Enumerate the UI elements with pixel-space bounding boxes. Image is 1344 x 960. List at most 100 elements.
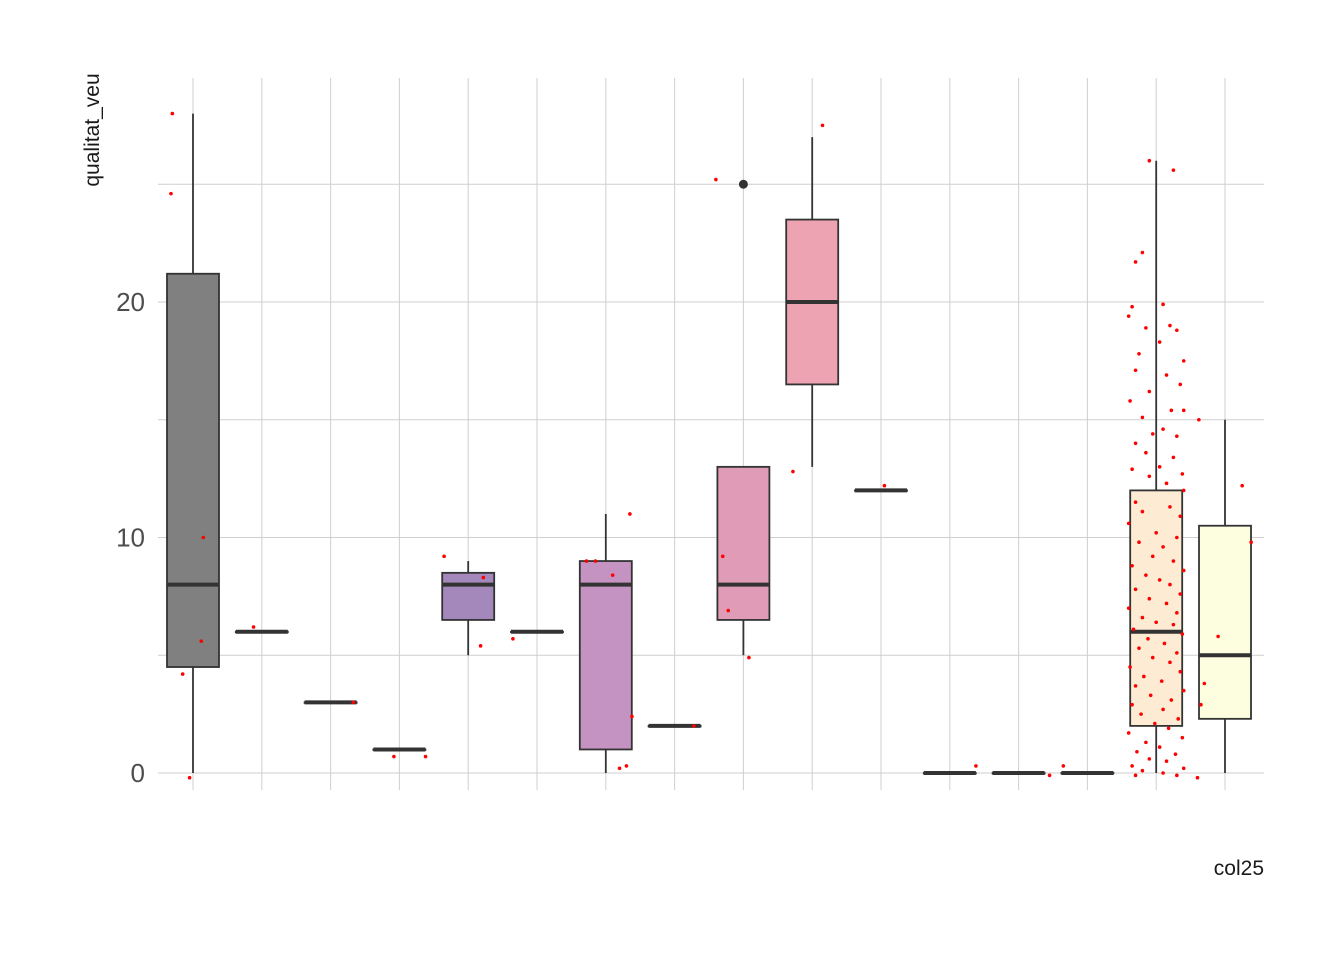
jitter-point [1130,467,1134,472]
jitter-point [1126,731,1131,735]
jitter-point [1168,505,1172,509]
jitter-point [1061,764,1066,768]
jitter-point [1137,352,1141,356]
jitter-point [1150,655,1155,660]
jitter-point [1140,509,1145,514]
jitter-point [170,111,175,116]
jitter-point [1144,573,1148,577]
jitter-point [1130,563,1134,568]
jitter-point [1144,326,1148,330]
jitter-point [1130,702,1134,707]
jitter-point [593,559,598,563]
jitter-point [1157,745,1162,749]
jitter-point [1162,641,1167,646]
jitter-point [1171,559,1176,563]
box [441,571,496,621]
jitter-point [1171,168,1176,172]
boxplot [647,723,702,728]
jitter-point [1202,681,1207,686]
y-tick-label: 20 [116,287,145,317]
jitter-point [180,672,185,676]
jitter-point [1140,250,1145,255]
box [716,465,771,621]
jitter-point [1199,702,1203,707]
jitter-point [1180,632,1185,636]
boxplot [785,137,840,467]
jitter-point [1146,636,1150,641]
jitter-point [1133,684,1138,688]
jitter-point [1140,615,1145,620]
jitter-point [1142,674,1146,679]
jitter-point [1181,766,1186,771]
box [578,560,633,751]
jitter-point [1159,679,1164,683]
jitter-point [1164,373,1169,377]
jitter-point [1178,382,1183,387]
boxplot [991,771,1046,775]
jitter-point [820,123,825,128]
jitter-point [1175,535,1179,540]
jitter-point [1164,481,1169,486]
jitter-point [1133,500,1138,504]
jitter-point [1161,427,1165,431]
jitter-point [1181,568,1186,573]
boxplot [854,488,908,493]
jitter-point [201,535,206,540]
jitter-point [882,483,887,488]
jitter-point [1173,752,1178,756]
boxplot [578,513,633,773]
jitter-point [1133,587,1138,592]
jitter-point [791,469,795,474]
jitter-point [1175,773,1179,778]
jitter-point [610,573,615,577]
jitter-point [1180,472,1185,476]
jitter-point [1195,775,1200,780]
jitter-point [481,575,486,580]
jitter-point [1147,158,1152,163]
jitter-point [1166,726,1171,731]
boxplot [441,561,496,656]
jitter-point [1140,768,1145,773]
jitter-point [1197,417,1201,422]
jitter-point [1181,688,1186,693]
jitter-point [1150,432,1155,436]
y-axis-ticks: 0 10 20 [116,287,145,788]
jitter-point [1178,669,1183,674]
jitter-point [1144,740,1148,745]
jitter-point [199,639,204,643]
jitter-point [624,764,629,768]
jitter-point [423,754,428,759]
x-axis-title: col25 [1214,857,1264,880]
jitter-point [747,655,751,660]
jitter-point [1216,634,1220,639]
boxplot [166,113,220,773]
boxplot [372,747,427,752]
jitter-point [1154,620,1158,625]
jitter-point [392,754,396,759]
boxplot [1129,160,1184,773]
jitter-point [351,700,356,705]
jitter-point [1147,474,1152,479]
jitter-point [1137,540,1141,545]
jitter-point [974,764,978,768]
jitter-point [1154,530,1158,535]
jitter-point [726,608,731,613]
jitter-point [1161,771,1165,775]
jitter-point [1169,408,1174,413]
jitter-point [1164,601,1169,606]
y-tick-label: 10 [116,523,145,553]
jitter-point [1144,450,1148,455]
jitter-point [1169,698,1174,702]
jitter-point [442,554,446,559]
jitter-point [1161,707,1165,712]
boxplot [922,771,977,775]
jitter-point [1171,622,1176,627]
jitter-point [1126,606,1131,610]
jitter-point [1133,368,1138,373]
jitter-point [720,554,725,559]
grid [158,78,1264,790]
jitter-point [1128,399,1132,403]
jitter-point [511,636,515,641]
jitter-point [1128,665,1132,669]
